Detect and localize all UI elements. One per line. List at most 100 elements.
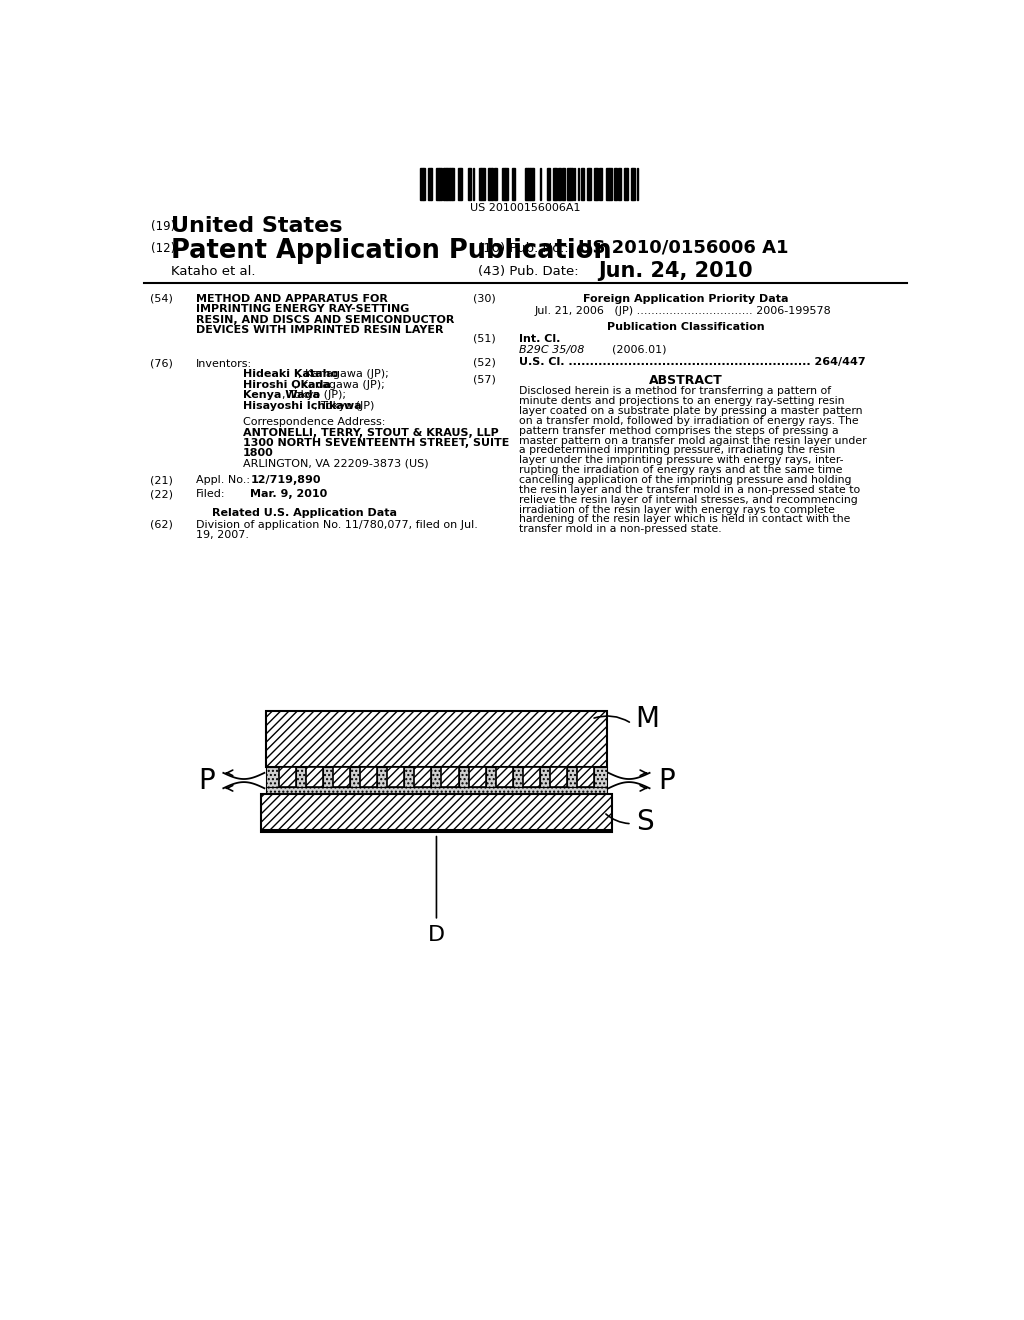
Text: S: S	[636, 808, 653, 836]
Text: Jul. 21, 2006   (JP) ................................ 2006-199578: Jul. 21, 2006 (JP) .....................…	[535, 306, 831, 317]
Bar	[485, 767, 496, 787]
Bar	[350, 767, 360, 787]
Bar	[614, 168, 617, 199]
Text: US 20100156006A1: US 20100156006A1	[470, 203, 580, 213]
Bar	[444, 168, 445, 199]
Bar	[468, 168, 471, 199]
Bar	[578, 767, 594, 787]
Text: Int. Cl.: Int. Cl.	[519, 334, 561, 345]
Bar	[513, 767, 523, 787]
Text: Division of application No. 11/780,077, filed on Jul.: Division of application No. 11/780,077, …	[197, 520, 478, 529]
Bar	[606, 168, 609, 199]
Text: (12): (12)	[152, 242, 175, 255]
Text: 12/719,890: 12/719,890	[251, 475, 321, 486]
Bar	[633, 168, 635, 199]
Text: (19): (19)	[152, 220, 175, 234]
Bar	[512, 168, 515, 199]
Bar	[555, 168, 557, 199]
Text: B29C 35/08: B29C 35/08	[519, 345, 585, 355]
Bar	[528, 168, 530, 199]
Bar	[566, 168, 569, 199]
Text: cancelling application of the imprinting pressure and holding: cancelling application of the imprinting…	[519, 475, 852, 484]
Bar	[632, 168, 633, 199]
Text: relieve the resin layer of internal stresses, and recommencing: relieve the resin layer of internal stre…	[519, 495, 858, 504]
Text: , Tokyo (JP);: , Tokyo (JP);	[283, 391, 346, 400]
Bar	[582, 168, 584, 199]
Bar	[594, 767, 607, 787]
Bar	[567, 767, 578, 787]
Text: Kataho et al.: Kataho et al.	[171, 264, 256, 277]
Text: METHOD AND APPARATUS FOR: METHOD AND APPARATUS FOR	[197, 294, 388, 304]
Text: RESIN, AND DISCS AND SEMICONDUCTOR: RESIN, AND DISCS AND SEMICONDUCTOR	[197, 314, 455, 325]
Text: M: M	[636, 705, 659, 733]
Text: (62): (62)	[150, 520, 173, 529]
Bar	[589, 168, 591, 199]
Bar	[323, 767, 333, 787]
Bar	[428, 168, 431, 199]
Text: US 2010/0156006 A1: US 2010/0156006 A1	[578, 239, 788, 256]
Text: Jun. 24, 2010: Jun. 24, 2010	[598, 261, 753, 281]
Text: master pattern on a transfer mold against the resin layer under: master pattern on a transfer mold agains…	[519, 436, 867, 446]
Text: 1800: 1800	[243, 449, 273, 458]
Bar	[431, 767, 441, 787]
Text: rupting the irradiation of energy rays and at the same time: rupting the irradiation of energy rays a…	[519, 465, 843, 475]
Text: IMPRINTING ENERGY RAY-SETTING: IMPRINTING ENERGY RAY-SETTING	[197, 305, 410, 314]
Bar	[473, 168, 474, 199]
Text: the resin layer and the transfer mold in a non-pressed state to: the resin layer and the transfer mold in…	[519, 484, 860, 495]
Bar	[550, 767, 567, 787]
Bar	[569, 168, 572, 199]
Bar	[489, 168, 493, 199]
Bar	[596, 168, 598, 199]
Text: (30): (30)	[473, 294, 496, 304]
Text: Foreign Application Priority Data: Foreign Application Priority Data	[584, 294, 788, 304]
Text: transfer mold in a non-pressed state.: transfer mold in a non-pressed state.	[519, 524, 722, 535]
Text: , Kanagawa (JP);: , Kanagawa (JP);	[298, 370, 389, 379]
Bar	[503, 168, 506, 199]
Text: Kenya Wada: Kenya Wada	[243, 391, 319, 400]
Bar	[452, 168, 455, 199]
Text: P: P	[198, 767, 215, 795]
Text: Mar. 9, 2010: Mar. 9, 2010	[251, 490, 328, 499]
Text: Filed:: Filed:	[197, 490, 225, 499]
Bar	[387, 767, 404, 787]
Text: D: D	[428, 924, 445, 945]
Text: Appl. No.:: Appl. No.:	[197, 475, 250, 486]
Text: irradiation of the resin layer with energy rays to complete: irradiation of the resin layer with ener…	[519, 504, 836, 515]
Bar	[377, 767, 387, 787]
Text: (21): (21)	[150, 475, 173, 486]
Bar	[360, 767, 377, 787]
Bar	[562, 168, 565, 199]
Text: Patent Application Publication: Patent Application Publication	[171, 239, 612, 264]
Text: ABSTRACT: ABSTRACT	[649, 374, 723, 387]
Text: DEVICES WITH IMPRINTED RESIN LAYER: DEVICES WITH IMPRINTED RESIN LAYER	[197, 325, 443, 335]
Bar	[266, 787, 607, 795]
Bar	[525, 168, 528, 199]
Text: hardening of the resin layer which is held in contact with the: hardening of the resin layer which is he…	[519, 515, 851, 524]
Bar	[266, 711, 607, 767]
Text: Hideaki Kataho: Hideaki Kataho	[243, 370, 338, 379]
Text: layer coated on a substrate plate by pressing a master pattern: layer coated on a substrate plate by pre…	[519, 407, 863, 416]
Text: ARLINGTON, VA 22209-3873 (US): ARLINGTON, VA 22209-3873 (US)	[243, 459, 428, 469]
Bar	[617, 168, 621, 199]
Text: Hisayoshi Ichikawa: Hisayoshi Ichikawa	[243, 400, 361, 411]
Bar	[530, 168, 534, 199]
Text: (22): (22)	[150, 490, 173, 499]
Bar	[458, 168, 460, 199]
Bar	[415, 767, 431, 787]
Bar	[306, 767, 323, 787]
Bar	[587, 168, 589, 199]
Bar	[459, 767, 469, 787]
Bar	[625, 168, 627, 199]
Text: on a transfer mold, followed by irradiation of energy rays. The: on a transfer mold, followed by irradiat…	[519, 416, 859, 426]
Bar	[435, 168, 438, 199]
Bar	[266, 767, 279, 787]
Bar	[506, 168, 508, 199]
Text: , Tokyo (JP): , Tokyo (JP)	[313, 400, 374, 411]
Text: layer under the imprinting pressure with energy rays, inter-: layer under the imprinting pressure with…	[519, 455, 844, 466]
Text: (2006.01): (2006.01)	[612, 345, 667, 355]
Text: 19, 2007.: 19, 2007.	[197, 531, 249, 540]
Bar	[494, 168, 497, 199]
Text: United States: United States	[171, 216, 343, 236]
Text: P: P	[658, 767, 675, 795]
Text: U.S. Cl. ......................................................... 264/447: U.S. Cl. ...............................…	[519, 358, 866, 367]
